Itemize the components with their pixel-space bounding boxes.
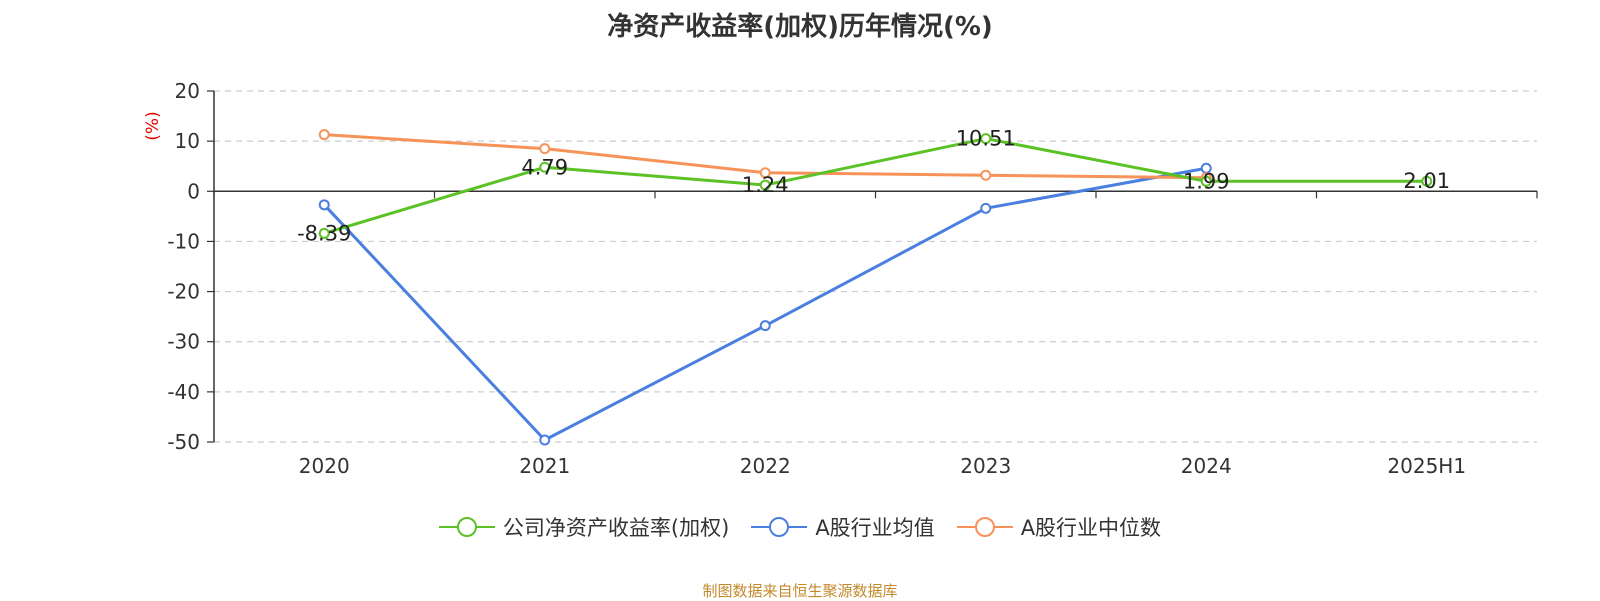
data-label: 1.99 — [1183, 169, 1230, 193]
data-point — [759, 179, 771, 191]
y-tick-label: -10 — [167, 229, 200, 253]
legend: 公司净资产收益率(加权) A股行业均值 A股行业中位数 — [0, 512, 1600, 542]
legend-label-industry-mean: A股行业均值 — [815, 516, 935, 540]
y-tick-label: 10 — [175, 129, 200, 153]
data-point — [539, 143, 551, 155]
series-line — [323, 166, 1207, 442]
data-label: 1.24 — [742, 173, 789, 197]
data-label: 10.51 — [956, 127, 1016, 151]
data-point — [539, 434, 551, 446]
data-label: -8.39 — [297, 221, 351, 245]
x-tick-label: 2021 — [519, 454, 570, 478]
legend-item-industry-median[interactable]: A股行业中位数 — [956, 512, 1162, 542]
x-tick-label: 2023 — [960, 454, 1011, 478]
chart-title: 净资产收益率(加权)历年情况(%) — [607, 12, 993, 42]
series-line — [323, 137, 1427, 235]
data-point — [1421, 175, 1433, 187]
data-label: 4.79 — [521, 155, 568, 179]
x-tick-label: 2020 — [299, 454, 350, 478]
legend-label-company-roe: 公司净资产收益率(加权) — [502, 516, 730, 540]
x-tick-label: 2024 — [1181, 454, 1232, 478]
legend-swatch-industry-mean — [751, 517, 808, 537]
data-point — [980, 133, 992, 145]
legend-label-industry-median: A股行业中位数 — [1020, 516, 1162, 540]
legend-item-company-roe[interactable]: 公司净资产收益率(加权) — [438, 512, 730, 542]
legend-item-industry-mean[interactable]: A股行业均值 — [751, 512, 935, 542]
legend-swatch-industry-median — [956, 517, 1013, 537]
data-point — [759, 320, 771, 332]
y-tick-label: 0 — [187, 179, 200, 203]
data-source-note: 制图数据来自恒生聚源数据库 — [702, 582, 898, 600]
data-point — [1200, 175, 1212, 187]
x-tick-label: 2025H1 — [1387, 454, 1466, 478]
data-point — [318, 129, 330, 141]
data-point — [318, 199, 330, 211]
y-tick-label: -30 — [167, 330, 200, 354]
y-tick-label: -50 — [167, 430, 200, 454]
data-point — [759, 167, 771, 179]
legend-swatch-company-roe — [438, 517, 495, 537]
data-point — [318, 227, 330, 239]
y-tick-label: -40 — [167, 380, 200, 404]
data-label: 2.01 — [1403, 169, 1450, 193]
data-point — [539, 161, 551, 173]
x-tick-label: 2022 — [740, 454, 791, 478]
y-tick-label: 20 — [175, 79, 200, 103]
y-axis-unit-label: (%) — [143, 111, 163, 140]
data-point — [980, 202, 992, 214]
data-point — [980, 169, 992, 181]
y-tick-label: -20 — [167, 280, 200, 304]
